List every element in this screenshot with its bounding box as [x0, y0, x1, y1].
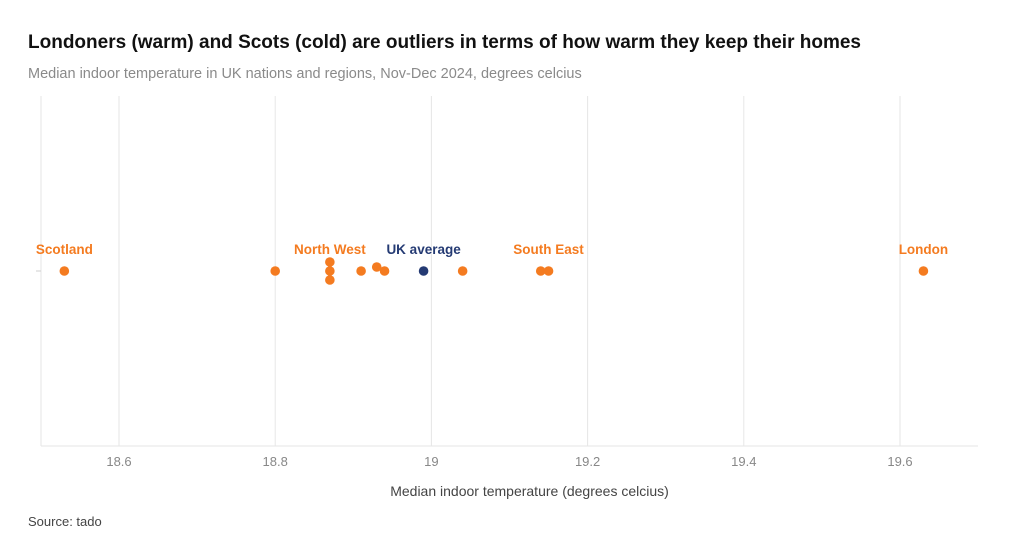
x-tick-label: 19.4	[731, 454, 756, 469]
x-axis-ticks: 18.6 18.8 19 19.2 19.4 19.6	[106, 454, 912, 469]
point-label: South East	[513, 242, 584, 257]
point-labels: Scotland North West UK average South East Lo…	[36, 242, 948, 257]
region-point	[356, 266, 366, 276]
region-point	[371, 262, 382, 272]
point-label: Scotland	[36, 242, 93, 257]
region-point	[535, 266, 546, 276]
x-axis-title: Median indoor temperature (degrees celci…	[390, 483, 669, 499]
chart-title: Londoners (warm) and Scots (cold) are ou…	[28, 32, 861, 53]
region-point	[325, 257, 335, 267]
region-point	[918, 266, 929, 276]
x-tick-label: 18.6	[106, 454, 131, 469]
source-note: Source: tado	[28, 514, 102, 529]
gridlines	[36, 96, 978, 447]
point-label: UK average	[386, 242, 461, 257]
chart-subtitle: Median indoor temperature in UK nations …	[28, 66, 582, 82]
region-point	[379, 266, 390, 276]
region-point	[270, 266, 281, 276]
region-point	[457, 266, 468, 276]
region-point	[59, 266, 70, 276]
x-tick-label: 19.6	[887, 454, 912, 469]
x-tick-label: 19.2	[575, 454, 600, 469]
region-point	[325, 266, 335, 276]
point-label: North West	[294, 242, 366, 257]
data-points	[59, 257, 929, 285]
region-point	[325, 275, 335, 285]
x-tick-label: 19	[424, 454, 438, 469]
region-point	[543, 266, 554, 276]
point-label: London	[899, 242, 948, 257]
uk-average-point	[418, 266, 429, 276]
x-tick-label: 18.8	[263, 454, 288, 469]
